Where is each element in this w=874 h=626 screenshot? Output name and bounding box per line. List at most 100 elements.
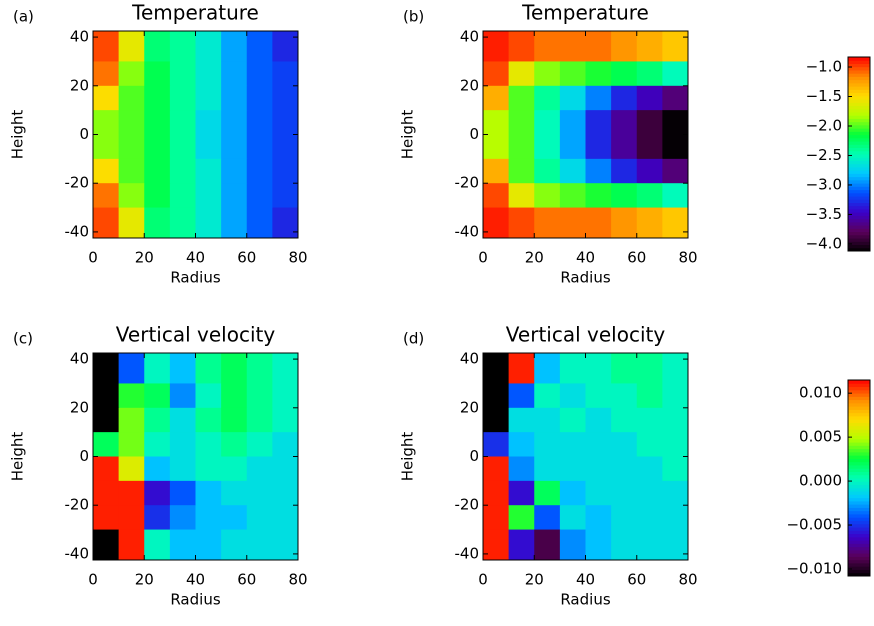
heat-cell — [662, 529, 689, 561]
heat-cell — [118, 480, 145, 506]
heat-cell — [169, 432, 196, 457]
y-tick-label: 40 — [70, 28, 89, 46]
y-tick-label: -40 — [455, 544, 480, 562]
heat-cell — [508, 110, 535, 135]
heat-cell — [118, 158, 145, 184]
heat-cell — [93, 158, 120, 184]
x-tick-label: 0 — [478, 249, 488, 267]
heat-cell — [195, 432, 222, 457]
heat-cell — [195, 353, 222, 384]
y-tick-label: 0 — [469, 125, 479, 143]
colorbar-swatch — [848, 396, 870, 401]
x-tick-label: 60 — [237, 249, 256, 267]
heat-cell — [611, 383, 638, 409]
heat-cell — [169, 480, 196, 506]
heat-cell — [559, 505, 586, 531]
colorbar-swatch — [848, 247, 870, 252]
heat-cell — [636, 456, 663, 482]
colorbar-swatch — [848, 442, 870, 446]
heat-cell — [272, 134, 299, 160]
heat-cell — [559, 407, 586, 433]
colorbar-frame — [847, 56, 871, 252]
y-tick-label: 40 — [460, 28, 479, 46]
heat-cell — [508, 480, 535, 506]
heat-cell — [221, 353, 248, 384]
colorbar-swatch — [848, 438, 870, 443]
heat-cell — [585, 407, 612, 433]
heat-cell — [93, 407, 120, 433]
x-tick-label: 40 — [576, 249, 595, 267]
heat-cell — [93, 110, 120, 135]
heat-cell — [144, 353, 171, 384]
heat-cell — [585, 456, 612, 482]
heat-cell — [636, 407, 663, 433]
heat-cell — [636, 183, 663, 209]
heat-cell — [169, 183, 196, 209]
heat-cell — [662, 480, 689, 506]
y-axis-label: Height — [9, 110, 27, 160]
y-tick-label: 20 — [460, 398, 479, 416]
y-axis-label: Height — [399, 432, 417, 482]
heat-cell — [272, 432, 299, 457]
heat-cell — [169, 85, 196, 111]
colorbar-swatch — [848, 57, 870, 61]
heat-cell — [636, 480, 663, 506]
heat-cell — [559, 158, 586, 184]
y-tick-label: 20 — [70, 76, 89, 94]
colorbar-swatch — [848, 425, 870, 430]
heat-cell — [508, 31, 535, 62]
x-tick-label: 40 — [186, 571, 205, 589]
colorbar-swatch — [848, 144, 870, 149]
heat-cell — [272, 110, 299, 135]
heat-cell — [246, 110, 273, 135]
heat-cell — [93, 61, 120, 87]
heat-cell — [144, 432, 171, 457]
panel-label: (d) — [403, 330, 424, 348]
x-tick-label: 0 — [88, 571, 98, 589]
x-tick-label: 80 — [288, 249, 307, 267]
heat-cell — [534, 480, 561, 506]
heat-cell — [611, 456, 638, 482]
colorbar-swatch — [848, 179, 870, 184]
colorbar-tick-label: 0.005 — [799, 428, 842, 446]
heat-cell — [636, 134, 663, 160]
heat-cell — [246, 183, 273, 209]
heat-cell — [221, 505, 248, 531]
heat-cell — [93, 31, 120, 62]
heat-cell — [195, 529, 222, 561]
colorbar-swatch — [848, 241, 870, 246]
heat-cell — [662, 432, 689, 457]
x-tick-label: 60 — [237, 571, 256, 589]
heat-cell — [221, 134, 248, 160]
colorbar-swatch — [848, 86, 870, 90]
heat-cell — [169, 110, 196, 135]
heat-cell — [93, 529, 120, 561]
heat-cell — [169, 61, 196, 87]
heat-cell — [585, 432, 612, 457]
heat-cell — [662, 407, 689, 433]
colorbar-swatch — [848, 183, 870, 187]
heat-cell — [195, 480, 222, 506]
heat-cell — [93, 480, 120, 506]
heat-cell — [662, 456, 689, 482]
colorbar-swatch — [848, 517, 870, 521]
heat-cell — [246, 85, 273, 111]
colorbar-swatch — [848, 471, 870, 476]
y-tick-label: -40 — [65, 222, 90, 240]
colorbar-swatch — [848, 504, 870, 508]
heat-cell — [559, 432, 586, 457]
heat-cell — [169, 207, 196, 239]
heat-cell — [611, 61, 638, 87]
heat-cell — [272, 353, 299, 384]
colorbar-swatch — [848, 510, 870, 515]
heat-cell — [93, 207, 120, 239]
heat-cell — [93, 85, 120, 111]
heat-cell — [534, 61, 561, 87]
heat-cell — [559, 61, 586, 87]
heat-cell — [93, 456, 120, 482]
heat-cell — [662, 183, 689, 209]
heat-cell — [559, 110, 586, 135]
colorbar-swatch — [848, 553, 870, 557]
colorbar-swatch — [848, 572, 870, 577]
colorbar-swatch — [848, 419, 870, 423]
